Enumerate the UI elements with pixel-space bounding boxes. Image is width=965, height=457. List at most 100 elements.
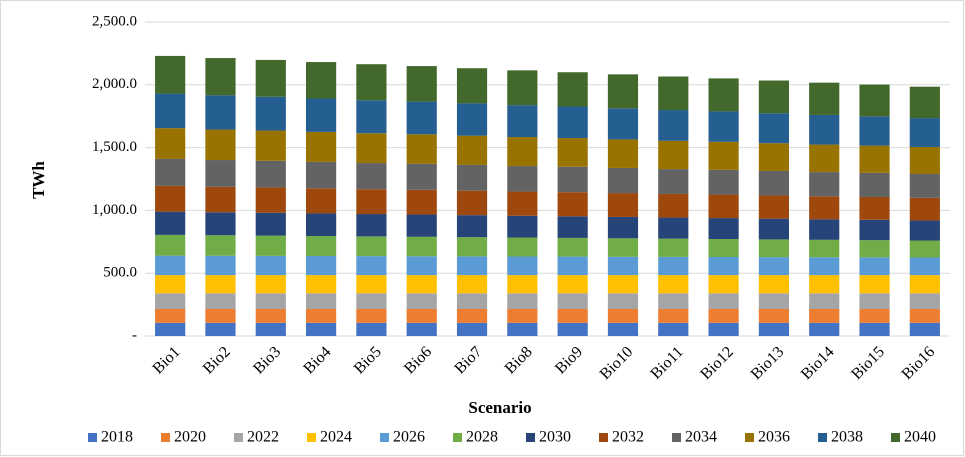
bar-segment	[557, 192, 588, 217]
bar-segment	[155, 93, 186, 129]
y-tick-label: -	[132, 327, 137, 343]
bar-segment	[607, 193, 639, 217]
bar-segment	[356, 308, 387, 323]
bar-segment	[205, 255, 236, 276]
bar-segment	[406, 101, 437, 135]
bar-segment	[708, 169, 739, 195]
bar-segment	[255, 322, 286, 336]
bar-segment	[306, 322, 337, 336]
bar-segment	[708, 322, 739, 336]
bar-segment	[356, 163, 387, 190]
bar-segment	[205, 322, 236, 336]
bar-segment	[708, 218, 739, 240]
bar-segment	[456, 135, 488, 165]
bar-segment	[557, 72, 588, 107]
bar-segment	[456, 293, 488, 309]
legend-label: 2020	[174, 429, 206, 446]
bar-segment	[708, 78, 739, 112]
bar-segment	[406, 214, 437, 237]
legend-swatch	[453, 433, 462, 442]
bar-segment	[306, 98, 337, 132]
bar-segment	[658, 275, 689, 294]
legend-label: 2038	[831, 429, 863, 446]
bar-segment	[557, 275, 588, 294]
bar-segment	[356, 256, 387, 276]
bar-segment	[607, 216, 639, 239]
bar-segment	[557, 293, 588, 309]
bar-segment	[809, 219, 840, 240]
legend-label: 2036	[758, 429, 790, 446]
bar-segment	[306, 62, 337, 99]
bar-segment	[507, 166, 538, 192]
bar-segment	[658, 110, 689, 141]
bar-segment	[406, 163, 437, 190]
legend-label: 2024	[320, 429, 352, 446]
bar-segment	[255, 130, 286, 161]
bar-segment	[607, 108, 639, 140]
legend-swatch	[672, 433, 681, 442]
bar-segment	[758, 80, 789, 114]
bar-segment	[155, 255, 186, 276]
y-axis-title: TWh	[29, 161, 48, 199]
bar-segment	[306, 293, 337, 309]
bar-segment	[859, 240, 890, 258]
bar-segment	[406, 293, 437, 309]
bar-segment	[658, 140, 689, 170]
bar-segment	[255, 59, 286, 97]
bar-segment	[306, 275, 337, 294]
bar-segment	[809, 257, 840, 276]
bar-segment	[607, 322, 639, 336]
bar-segment	[255, 235, 286, 256]
bar-segment	[507, 322, 538, 336]
bar-segment	[306, 161, 337, 189]
legend-label: 2040	[904, 429, 936, 446]
bar-segment	[658, 238, 689, 257]
bar-segment	[708, 308, 739, 323]
bar-segment	[909, 257, 940, 276]
bar-segment	[155, 234, 186, 256]
bar-segment	[406, 66, 437, 102]
bar-segment	[859, 322, 890, 336]
y-tick-label: 1,000.0	[92, 202, 137, 218]
bar-segment	[859, 145, 890, 173]
bar-segment	[356, 133, 387, 164]
legend-label: 2022	[247, 429, 279, 446]
bar-segment	[456, 215, 488, 238]
legend-label: 2026	[393, 429, 425, 446]
bar-segment	[758, 143, 789, 171]
y-tick-label: 1,500.0	[92, 139, 137, 155]
bar-segment	[205, 293, 236, 309]
bar-segment	[557, 106, 588, 139]
bar-segment	[557, 308, 588, 323]
bar-segment	[205, 308, 236, 323]
bar-segment	[456, 68, 488, 104]
bar-segment	[306, 236, 337, 256]
bar-segment	[809, 114, 840, 145]
bar-segment	[255, 293, 286, 309]
bar-segment	[859, 219, 890, 241]
bar-segment	[507, 215, 538, 238]
bar-segment	[507, 105, 538, 138]
bar-segment	[255, 255, 286, 276]
bar-segment	[658, 169, 689, 194]
bar-segment	[758, 113, 789, 144]
bar-segment	[557, 166, 588, 193]
bar-segment	[607, 308, 639, 323]
legend-swatch	[526, 433, 535, 442]
bar-segment	[658, 217, 689, 239]
bar-segment	[658, 293, 689, 309]
bar-segment	[557, 216, 588, 238]
legend-swatch	[380, 433, 389, 442]
bar-segment	[607, 139, 639, 168]
bar-segment	[406, 308, 437, 323]
bar-segment	[456, 322, 488, 336]
bar-segment	[456, 237, 488, 257]
bar-segment	[155, 55, 186, 94]
bar-segment	[758, 195, 789, 219]
bar-segment	[658, 322, 689, 336]
bar-segment	[356, 293, 387, 309]
bar-segment	[356, 64, 387, 101]
x-axis-title: Scenario	[468, 398, 531, 417]
bar-segment	[456, 103, 488, 136]
